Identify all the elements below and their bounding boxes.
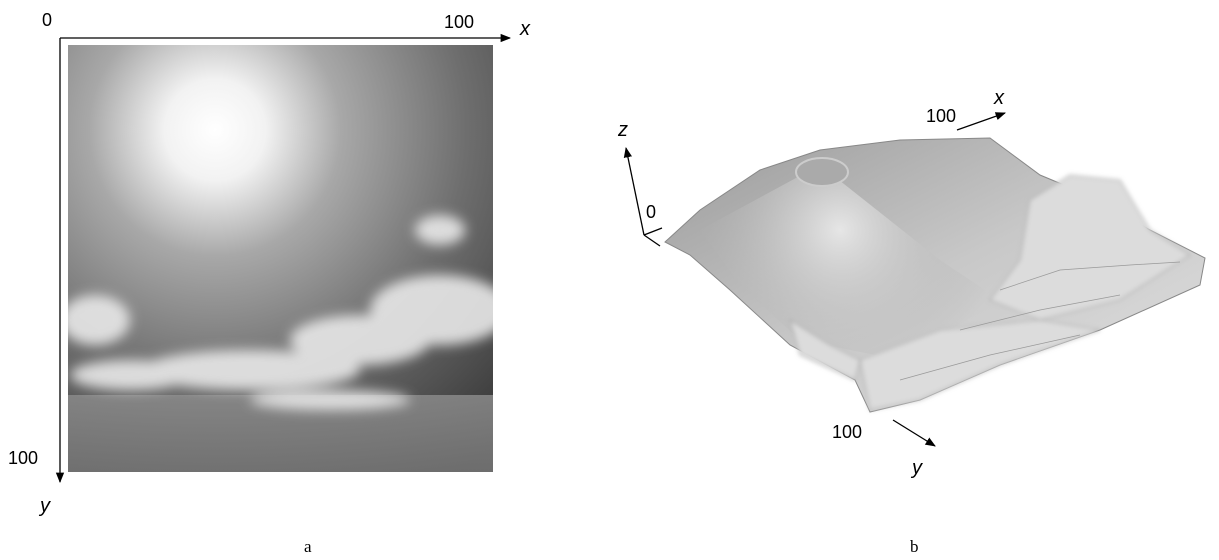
caption: b: [910, 537, 919, 556]
x-axis: [956, 112, 1006, 131]
z-axis-label: z: [617, 119, 628, 141]
x-axis-label: x: [993, 87, 1005, 109]
x-axis-label: x: [519, 18, 531, 40]
origin-label: 0: [646, 202, 656, 222]
y-max-label: 100: [832, 422, 862, 442]
x-max-label: 100: [444, 12, 474, 32]
sky-image: [68, 45, 493, 472]
caption: a: [304, 537, 312, 556]
y-axis: [892, 419, 936, 447]
y-axis-stub: [643, 234, 661, 247]
z-axis: [623, 146, 645, 236]
y-axis-label: y: [38, 495, 51, 517]
x-axis-stub: [643, 227, 663, 236]
y-axis-label: y: [910, 457, 923, 479]
terrain-surface: [664, 137, 1206, 413]
x-max-label: 100: [926, 106, 956, 126]
y-max-label: 100: [8, 448, 38, 468]
origin-label: 0: [42, 10, 52, 30]
